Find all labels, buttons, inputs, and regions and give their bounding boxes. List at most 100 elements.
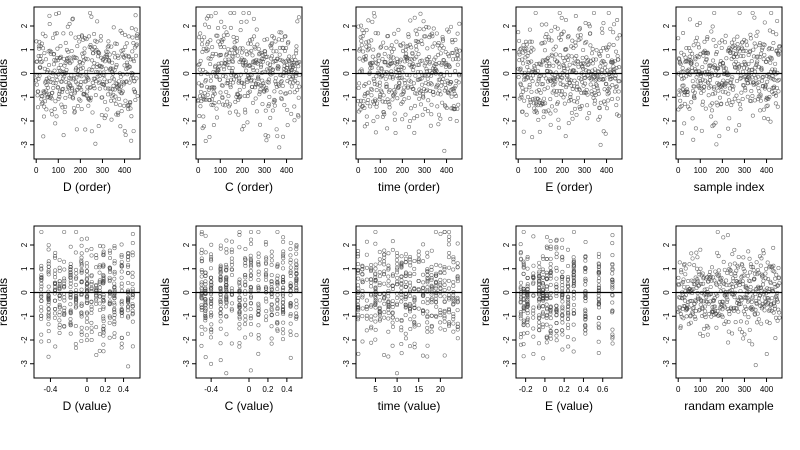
data-point xyxy=(541,115,546,120)
data-point xyxy=(39,284,44,289)
data-point xyxy=(740,273,745,278)
data-point xyxy=(225,62,230,67)
data-point xyxy=(256,77,261,82)
data-point xyxy=(442,319,447,324)
data-point xyxy=(570,38,575,43)
data-point xyxy=(39,316,44,321)
data-point xyxy=(62,276,67,281)
data-point xyxy=(371,76,376,81)
data-point xyxy=(560,347,565,352)
data-point xyxy=(776,77,781,82)
data-point xyxy=(199,286,204,291)
data-point xyxy=(199,274,204,279)
data-point xyxy=(425,314,430,319)
data-point xyxy=(280,337,285,342)
data-point xyxy=(211,123,216,128)
data-point xyxy=(281,235,286,240)
data-point xyxy=(777,49,782,54)
data-point xyxy=(521,320,526,325)
y-tick-label: 0 xyxy=(502,290,511,295)
data-point xyxy=(612,59,617,64)
data-point xyxy=(390,343,395,348)
data-point xyxy=(290,65,295,70)
data-point xyxy=(571,282,576,287)
data-point xyxy=(588,82,593,87)
x-tick-label: 15 xyxy=(414,385,423,394)
data-point xyxy=(765,286,770,291)
data-point xyxy=(130,304,135,309)
data-point xyxy=(74,297,79,302)
data-point xyxy=(681,262,686,267)
data-point xyxy=(223,57,228,62)
x-axis-label: time (value) xyxy=(378,399,441,413)
data-point xyxy=(521,331,526,336)
data-point xyxy=(711,298,716,303)
data-point xyxy=(99,65,104,70)
data-point xyxy=(356,315,361,320)
data-point xyxy=(761,251,766,256)
y-tick-label: 1 xyxy=(182,47,191,52)
data-point xyxy=(206,56,211,61)
data-point xyxy=(199,84,204,89)
data-point xyxy=(740,46,745,51)
data-point xyxy=(558,81,563,86)
data-point xyxy=(751,47,756,52)
data-point xyxy=(549,38,554,43)
data-point xyxy=(775,283,780,288)
data-point xyxy=(682,284,687,289)
data-point xyxy=(382,310,387,315)
data-point xyxy=(586,57,591,62)
data-point xyxy=(602,76,607,81)
data-point xyxy=(248,314,253,319)
data-point xyxy=(536,341,541,346)
data-point xyxy=(101,333,106,338)
data-point xyxy=(437,88,442,93)
data-point xyxy=(53,81,58,86)
y-axis-label: residuals xyxy=(478,278,492,326)
data-point xyxy=(431,89,436,94)
data-point xyxy=(68,285,73,290)
data-point xyxy=(199,303,204,308)
data-point xyxy=(356,296,361,301)
data-point xyxy=(130,281,135,286)
data-point xyxy=(203,273,208,278)
data-point xyxy=(728,262,733,267)
data-point xyxy=(264,268,269,273)
data-point xyxy=(682,261,687,266)
data-point xyxy=(46,272,51,277)
data-point xyxy=(388,46,393,51)
data-point xyxy=(700,334,705,339)
data-point xyxy=(607,42,612,47)
data-point xyxy=(84,248,89,253)
data-point xyxy=(281,320,286,325)
data-point xyxy=(531,101,536,106)
data-point xyxy=(710,101,715,106)
data-point xyxy=(705,35,710,40)
data-point xyxy=(767,46,772,51)
plot-frame xyxy=(195,6,303,160)
data-point xyxy=(57,89,62,94)
data-point xyxy=(571,229,576,234)
data-point xyxy=(415,62,420,67)
data-point xyxy=(61,133,66,138)
data-point xyxy=(205,42,210,47)
data-point xyxy=(247,11,252,16)
data-point xyxy=(403,81,408,86)
data-point xyxy=(105,79,110,84)
data-point xyxy=(525,275,530,280)
data-point xyxy=(211,103,216,108)
data-point xyxy=(531,315,536,320)
data-point xyxy=(753,363,758,368)
data-point xyxy=(212,91,217,96)
data-point xyxy=(693,57,698,62)
x-axis-label: D (value) xyxy=(63,399,112,413)
data-point xyxy=(209,279,214,284)
data-point xyxy=(416,257,421,262)
data-point xyxy=(676,275,681,280)
data-point xyxy=(43,99,48,104)
data-point xyxy=(614,112,619,117)
data-point xyxy=(539,22,544,27)
data-point xyxy=(101,304,106,309)
data-point xyxy=(374,104,379,109)
